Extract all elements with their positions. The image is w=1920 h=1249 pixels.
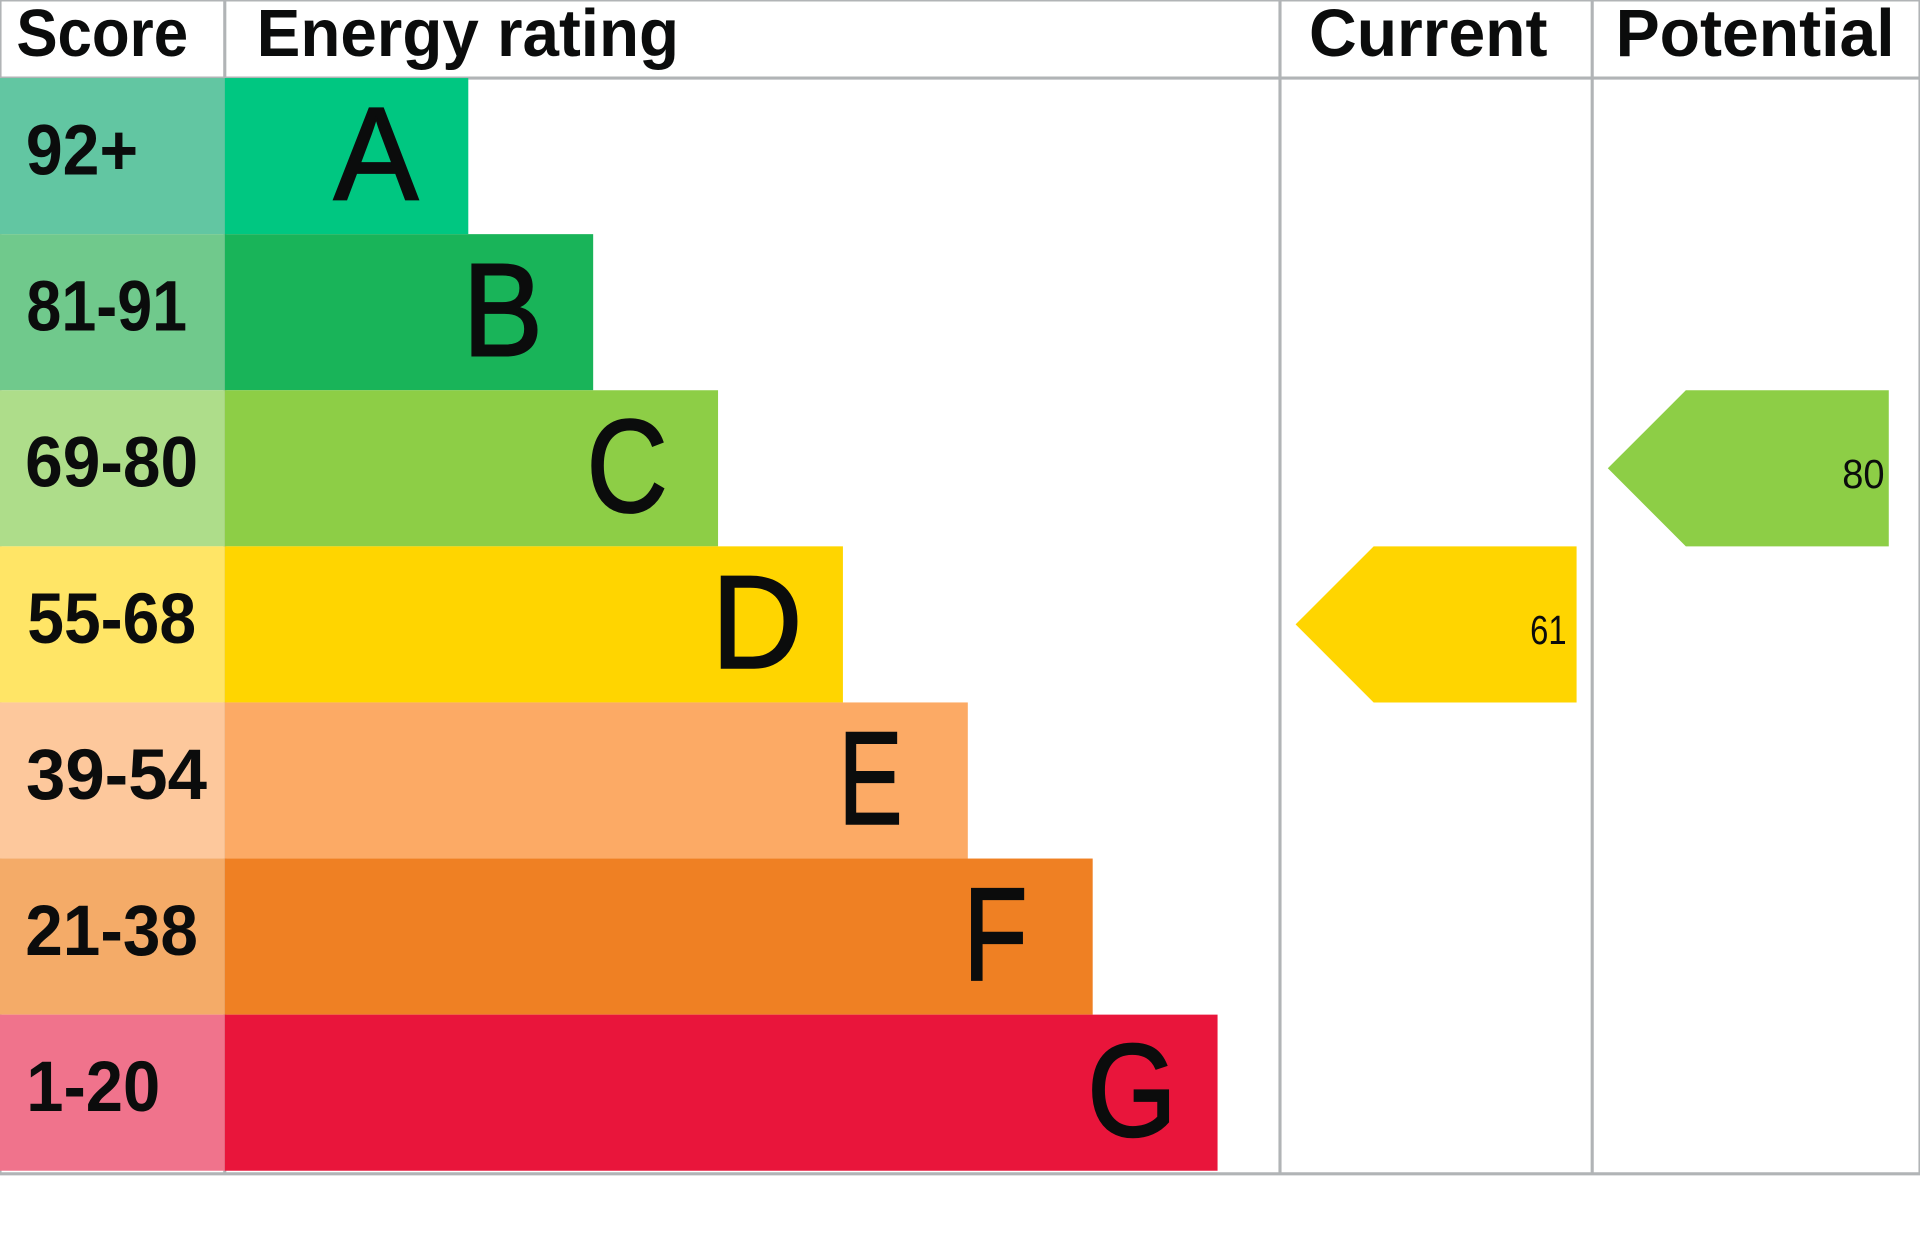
svg-text:C: C	[587, 392, 668, 540]
svg-text:F: F	[963, 860, 1027, 1008]
svg-text:55-68: 55-68	[27, 579, 196, 659]
svg-text:E: E	[839, 704, 903, 852]
svg-text:Score: Score	[16, 0, 188, 71]
svg-text:Energy rating: Energy rating	[257, 0, 679, 71]
svg-text:D: D	[711, 548, 802, 696]
svg-text:G: G	[1087, 1016, 1176, 1164]
svg-text:Potential: Potential	[1616, 0, 1895, 71]
svg-text:Current: Current	[1309, 0, 1548, 71]
svg-text:92+: 92+	[26, 111, 138, 191]
svg-text:81-91: 81-91	[26, 267, 187, 347]
svg-text:A: A	[334, 79, 418, 227]
svg-text:69-80: 69-80	[25, 423, 198, 503]
svg-text:B: B	[463, 235, 543, 383]
svg-text:80: 80	[1842, 451, 1884, 497]
svg-text:39-54: 39-54	[26, 735, 207, 815]
svg-text:1-20: 1-20	[26, 1047, 160, 1127]
svg-text:21-38: 21-38	[25, 891, 198, 971]
svg-text:61: 61	[1530, 607, 1566, 653]
